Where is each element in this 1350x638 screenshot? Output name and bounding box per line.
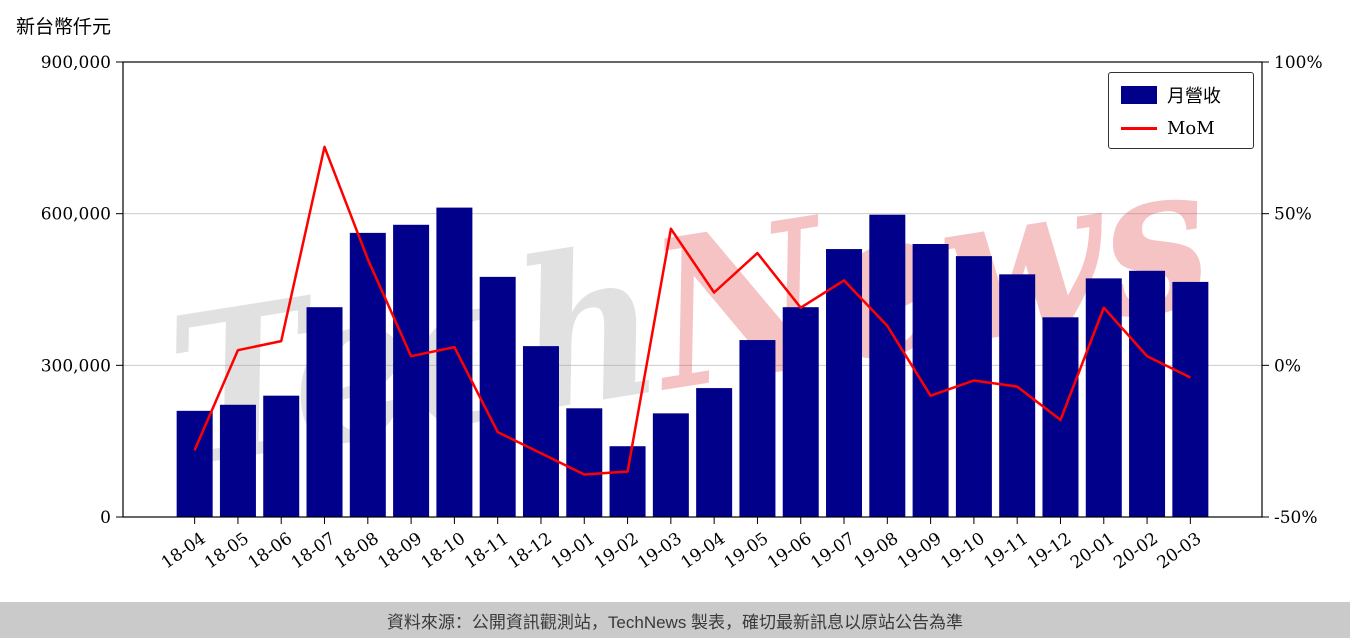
revenue-bar-18-12 (522, 346, 559, 517)
revenue-bar-18-10 (436, 207, 473, 517)
revenue-bar-18-07 (306, 307, 343, 517)
x-tick-label: 18-10 (418, 529, 470, 573)
revenue-bar-18-04 (176, 410, 213, 517)
x-tick-label: 20-02 (1110, 529, 1162, 573)
revenue-bar-19-02 (609, 446, 646, 517)
revenue-bar-19-05 (739, 340, 776, 517)
revenue-bar-19-10 (955, 256, 992, 517)
chart-axis-unit-title: 新台幣仟元 (16, 16, 112, 38)
x-tick-label: 19-04 (677, 529, 729, 573)
source-footer-text: 資料來源：公開資訊觀測站，TechNews 製表，確切最新訊息以原站公告為準 (386, 612, 964, 632)
source-footer: 資料來源：公開資訊觀測站，TechNews 製表，確切最新訊息以原站公告為準 (0, 602, 1350, 638)
left-tick-label: 900,000 (41, 53, 111, 73)
x-tick-label: 19-07 (807, 529, 859, 573)
left-tick-label: 300,000 (41, 356, 111, 376)
x-tick-label: 18-08 (331, 529, 383, 573)
revenue-bar-19-06 (782, 307, 819, 517)
revenue-bar-18-09 (393, 224, 430, 518)
left-tick-label: 600,000 (41, 205, 111, 225)
revenue-bar-swatch (1121, 86, 1157, 104)
mom-line-swatch (1121, 127, 1157, 130)
x-tick-label: 19-05 (721, 529, 773, 573)
revenue-bar-19-09 (912, 244, 949, 517)
x-tick-label: 19-06 (764, 529, 816, 573)
x-tick-label: 19-03 (634, 529, 686, 573)
revenue-bar-20-02 (1129, 270, 1166, 517)
mom-line-swatch-wrap (1121, 120, 1157, 138)
legend-item-revenue: 月營收 (1121, 82, 1241, 108)
plot-border (122, 61, 1263, 518)
revenue-bar-19-01 (566, 408, 603, 517)
revenue-bar-18-08 (349, 232, 386, 517)
x-tick-label: 19-12 (1024, 529, 1076, 573)
x-tick-label: 19-11 (980, 529, 1032, 573)
revenue-bar-19-08 (869, 214, 906, 517)
x-tick-label: 18-09 (374, 529, 426, 573)
x-tick-label: 19-09 (894, 529, 946, 573)
x-tick-label: 18-05 (201, 529, 253, 573)
x-tick-label: 18-11 (461, 529, 513, 573)
x-tick-label: 18-04 (158, 529, 210, 573)
legend-label-revenue: 月營收 (1167, 86, 1221, 107)
right-tick-label: 50% (1274, 205, 1312, 225)
revenue-bar-20-01 (1085, 278, 1122, 517)
legend-item-mom: MoM (1121, 118, 1241, 139)
revenue-bar-19-03 (652, 413, 689, 517)
legend-label-mom: MoM (1167, 118, 1215, 139)
x-tick-label: 19-01 (548, 529, 600, 573)
x-tick-label: 19-08 (851, 529, 903, 573)
mom-line (193, 145, 1191, 476)
right-tick-label: 0% (1274, 356, 1301, 376)
right-tick-label: 100% (1274, 53, 1323, 73)
x-tick-label: 19-10 (937, 529, 989, 573)
revenue-bar-19-04 (696, 388, 733, 517)
revenue-bar-20-03 (1172, 281, 1209, 517)
revenue-bar-18-11 (479, 276, 516, 517)
x-tick-label: 18-12 (504, 529, 556, 573)
x-tick-label: 18-06 (244, 529, 296, 573)
left-tick-label: 0 (100, 508, 111, 528)
revenue-bar-18-05 (219, 404, 256, 517)
x-tick-label: 20-03 (1154, 529, 1206, 573)
x-tick-label: 19-02 (591, 529, 643, 573)
right-tick-label: -50% (1274, 508, 1318, 528)
revenue-bar-18-06 (263, 395, 300, 517)
x-tick-label: 18-07 (288, 529, 340, 573)
legend: 月營收 MoM (1108, 72, 1254, 149)
x-tick-label: 20-01 (1067, 529, 1119, 573)
